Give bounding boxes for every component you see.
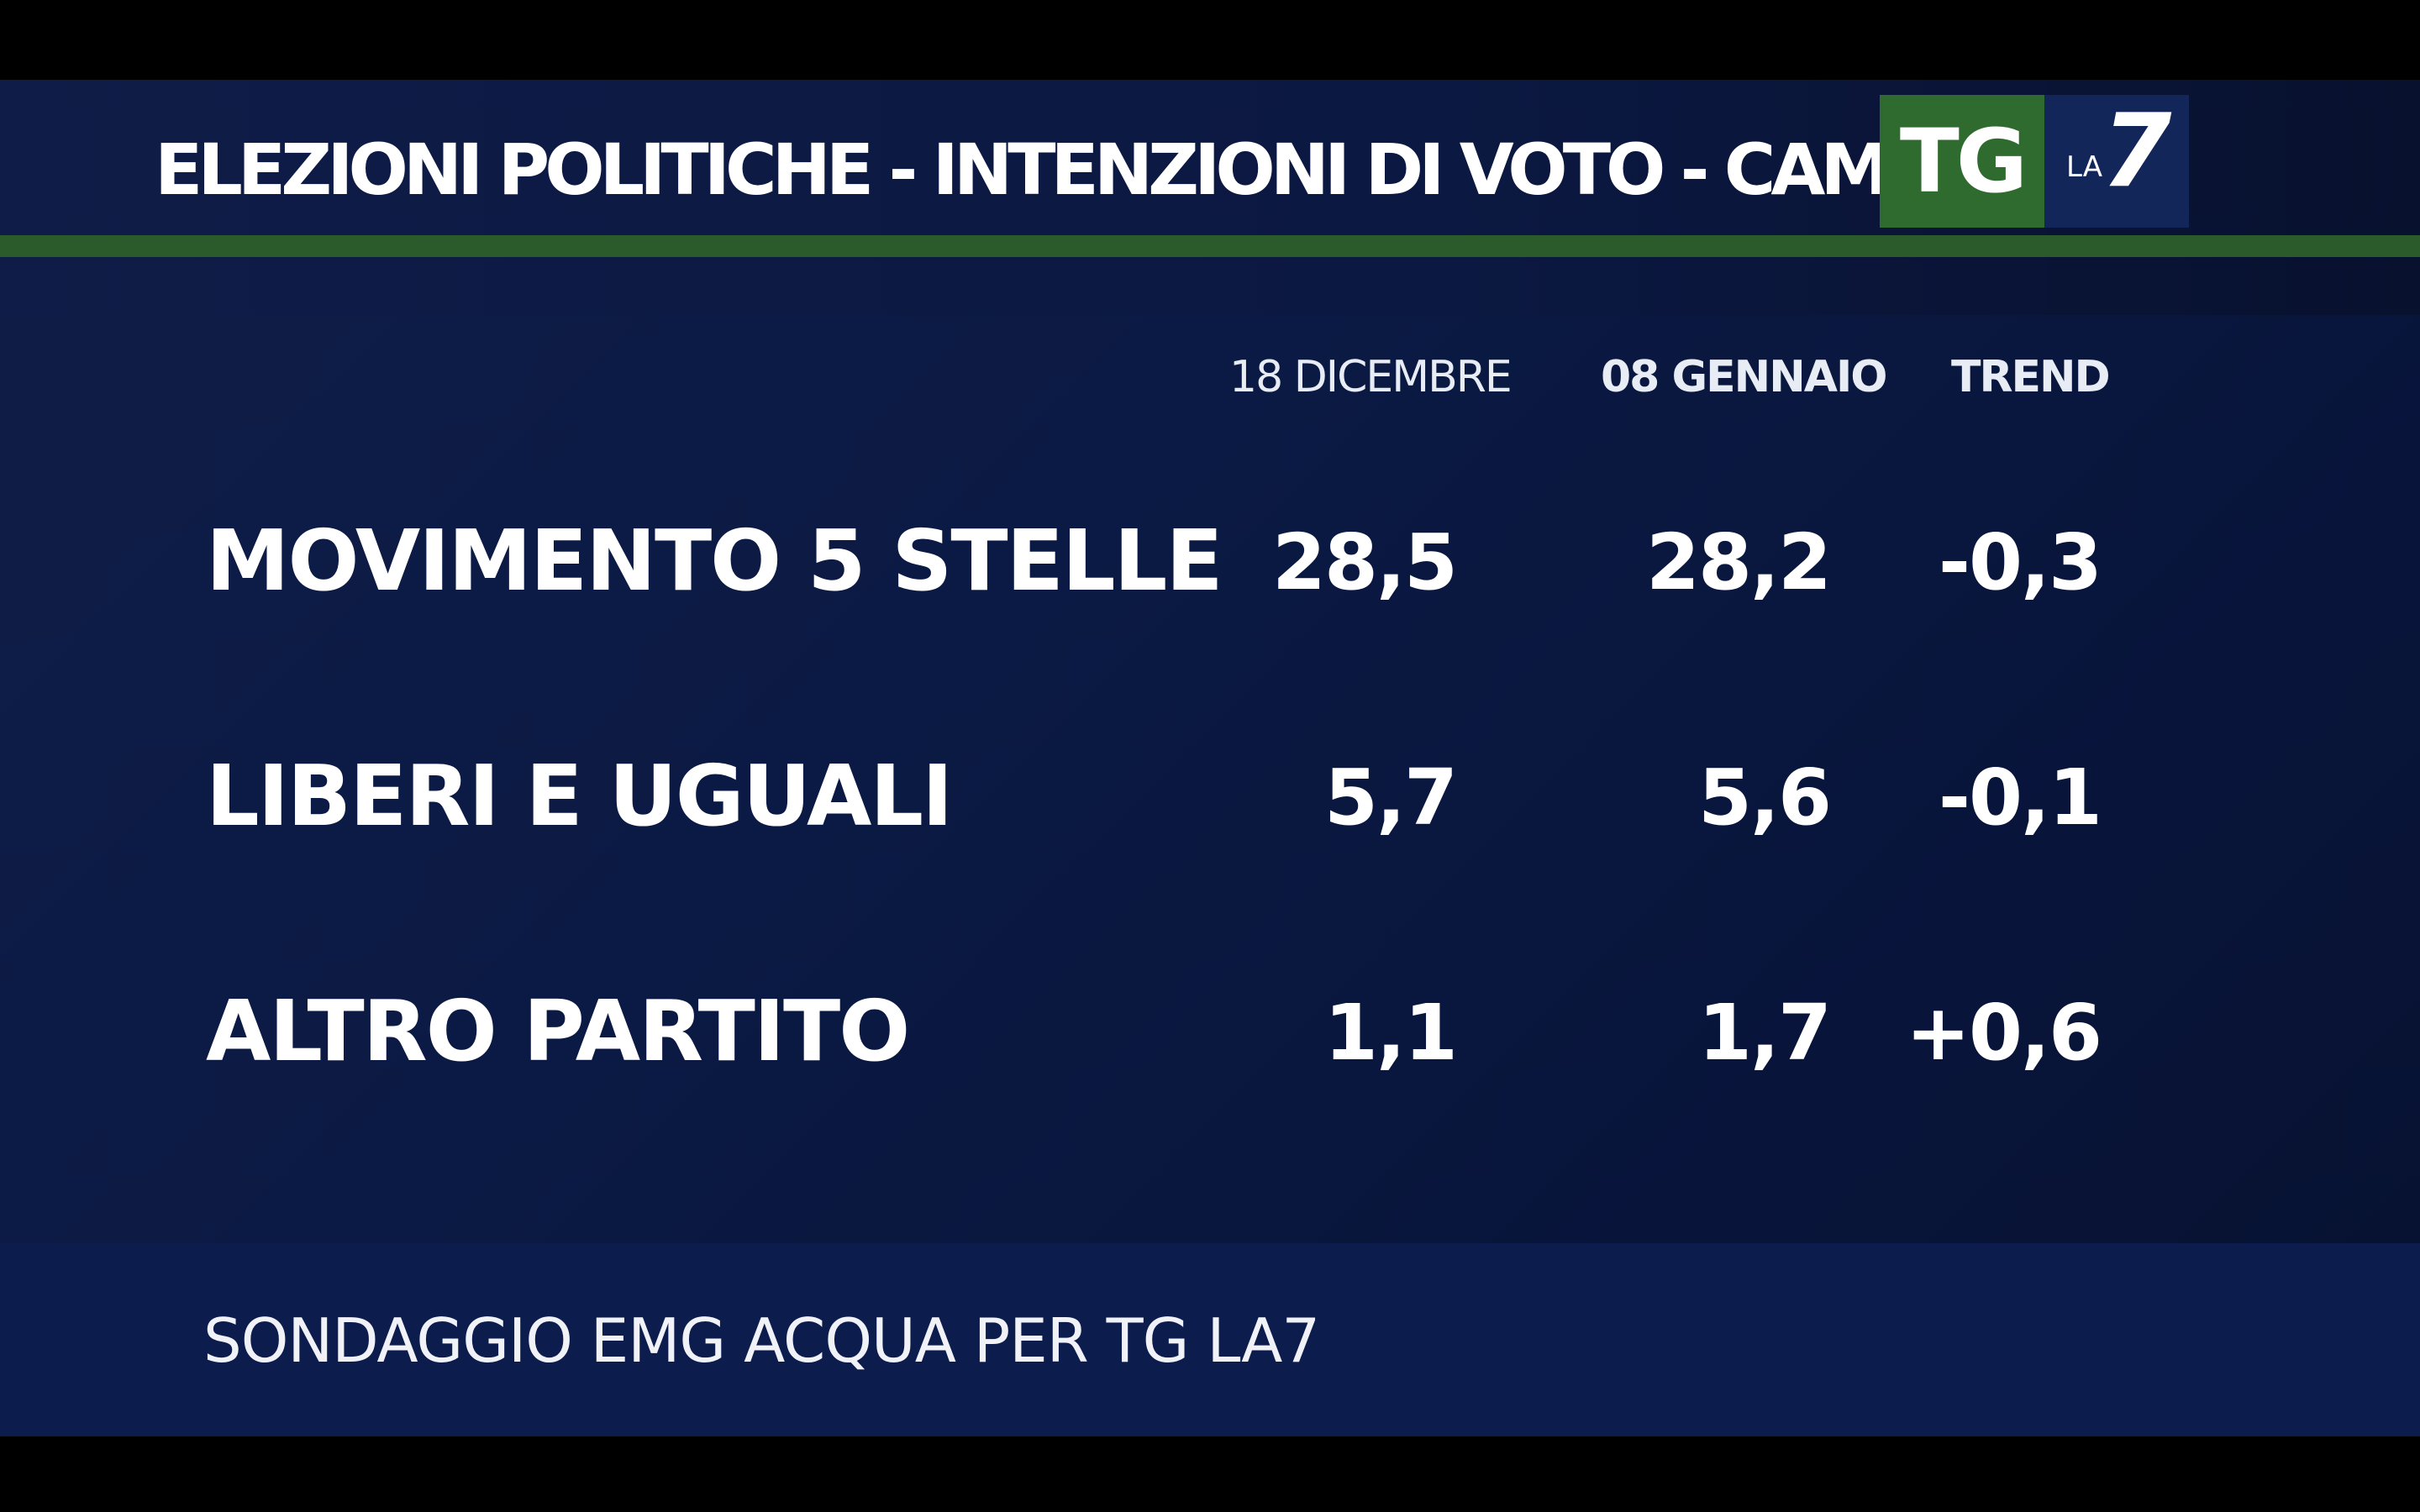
- page-title: ELEZIONI POLITICHE - INTENZIONI DI VOTO …: [155, 134, 1886, 205]
- value-08-gennaio: 5,6: [1698, 753, 1832, 843]
- value-08-gennaio: 1,7: [1698, 988, 1832, 1078]
- logo-seven-text: 7: [2102, 93, 2172, 210]
- logo-la7-block: LA 7: [2044, 95, 2189, 228]
- column-header-08-gennaio: 08 GENNAIO: [1601, 352, 1888, 402]
- letterbox-bottom: [0, 1436, 2420, 1512]
- poll-source: SONDAGGIO EMG ACQUA PER TG LA7: [203, 1305, 1320, 1376]
- value-trend: -0,3: [1938, 517, 2102, 607]
- logo-tg-block: TG: [1880, 95, 2044, 228]
- footer-band: [0, 1243, 2420, 1436]
- letterbox-top: [0, 0, 2420, 80]
- value-18-dicembre: 5,7: [1324, 753, 1458, 843]
- header-divider: [0, 235, 2420, 257]
- logo-tg-text: TG: [1899, 110, 2028, 213]
- column-header-18-dicembre: 18 DICEMBRE: [1229, 352, 1512, 402]
- logo-la-text: LA: [2066, 150, 2102, 184]
- value-18-dicembre: 28,5: [1272, 517, 1458, 607]
- tg-la7-logo: TG LA 7: [1880, 95, 2189, 228]
- party-label-altro-partito: ALTRO PARTITO: [206, 982, 910, 1080]
- value-trend: -0,1: [1938, 753, 2102, 843]
- party-label-movimento-5-stelle: MOVIMENTO 5 STELLE: [206, 512, 1223, 610]
- column-header-trend: TREND: [1951, 352, 2111, 402]
- value-trend: +0,6: [1905, 988, 2102, 1078]
- value-08-gennaio: 28,2: [1646, 517, 1832, 607]
- value-18-dicembre: 1,1: [1324, 988, 1458, 1078]
- party-label-liberi-e-uguali: LIBERI E UGUALI: [206, 747, 953, 845]
